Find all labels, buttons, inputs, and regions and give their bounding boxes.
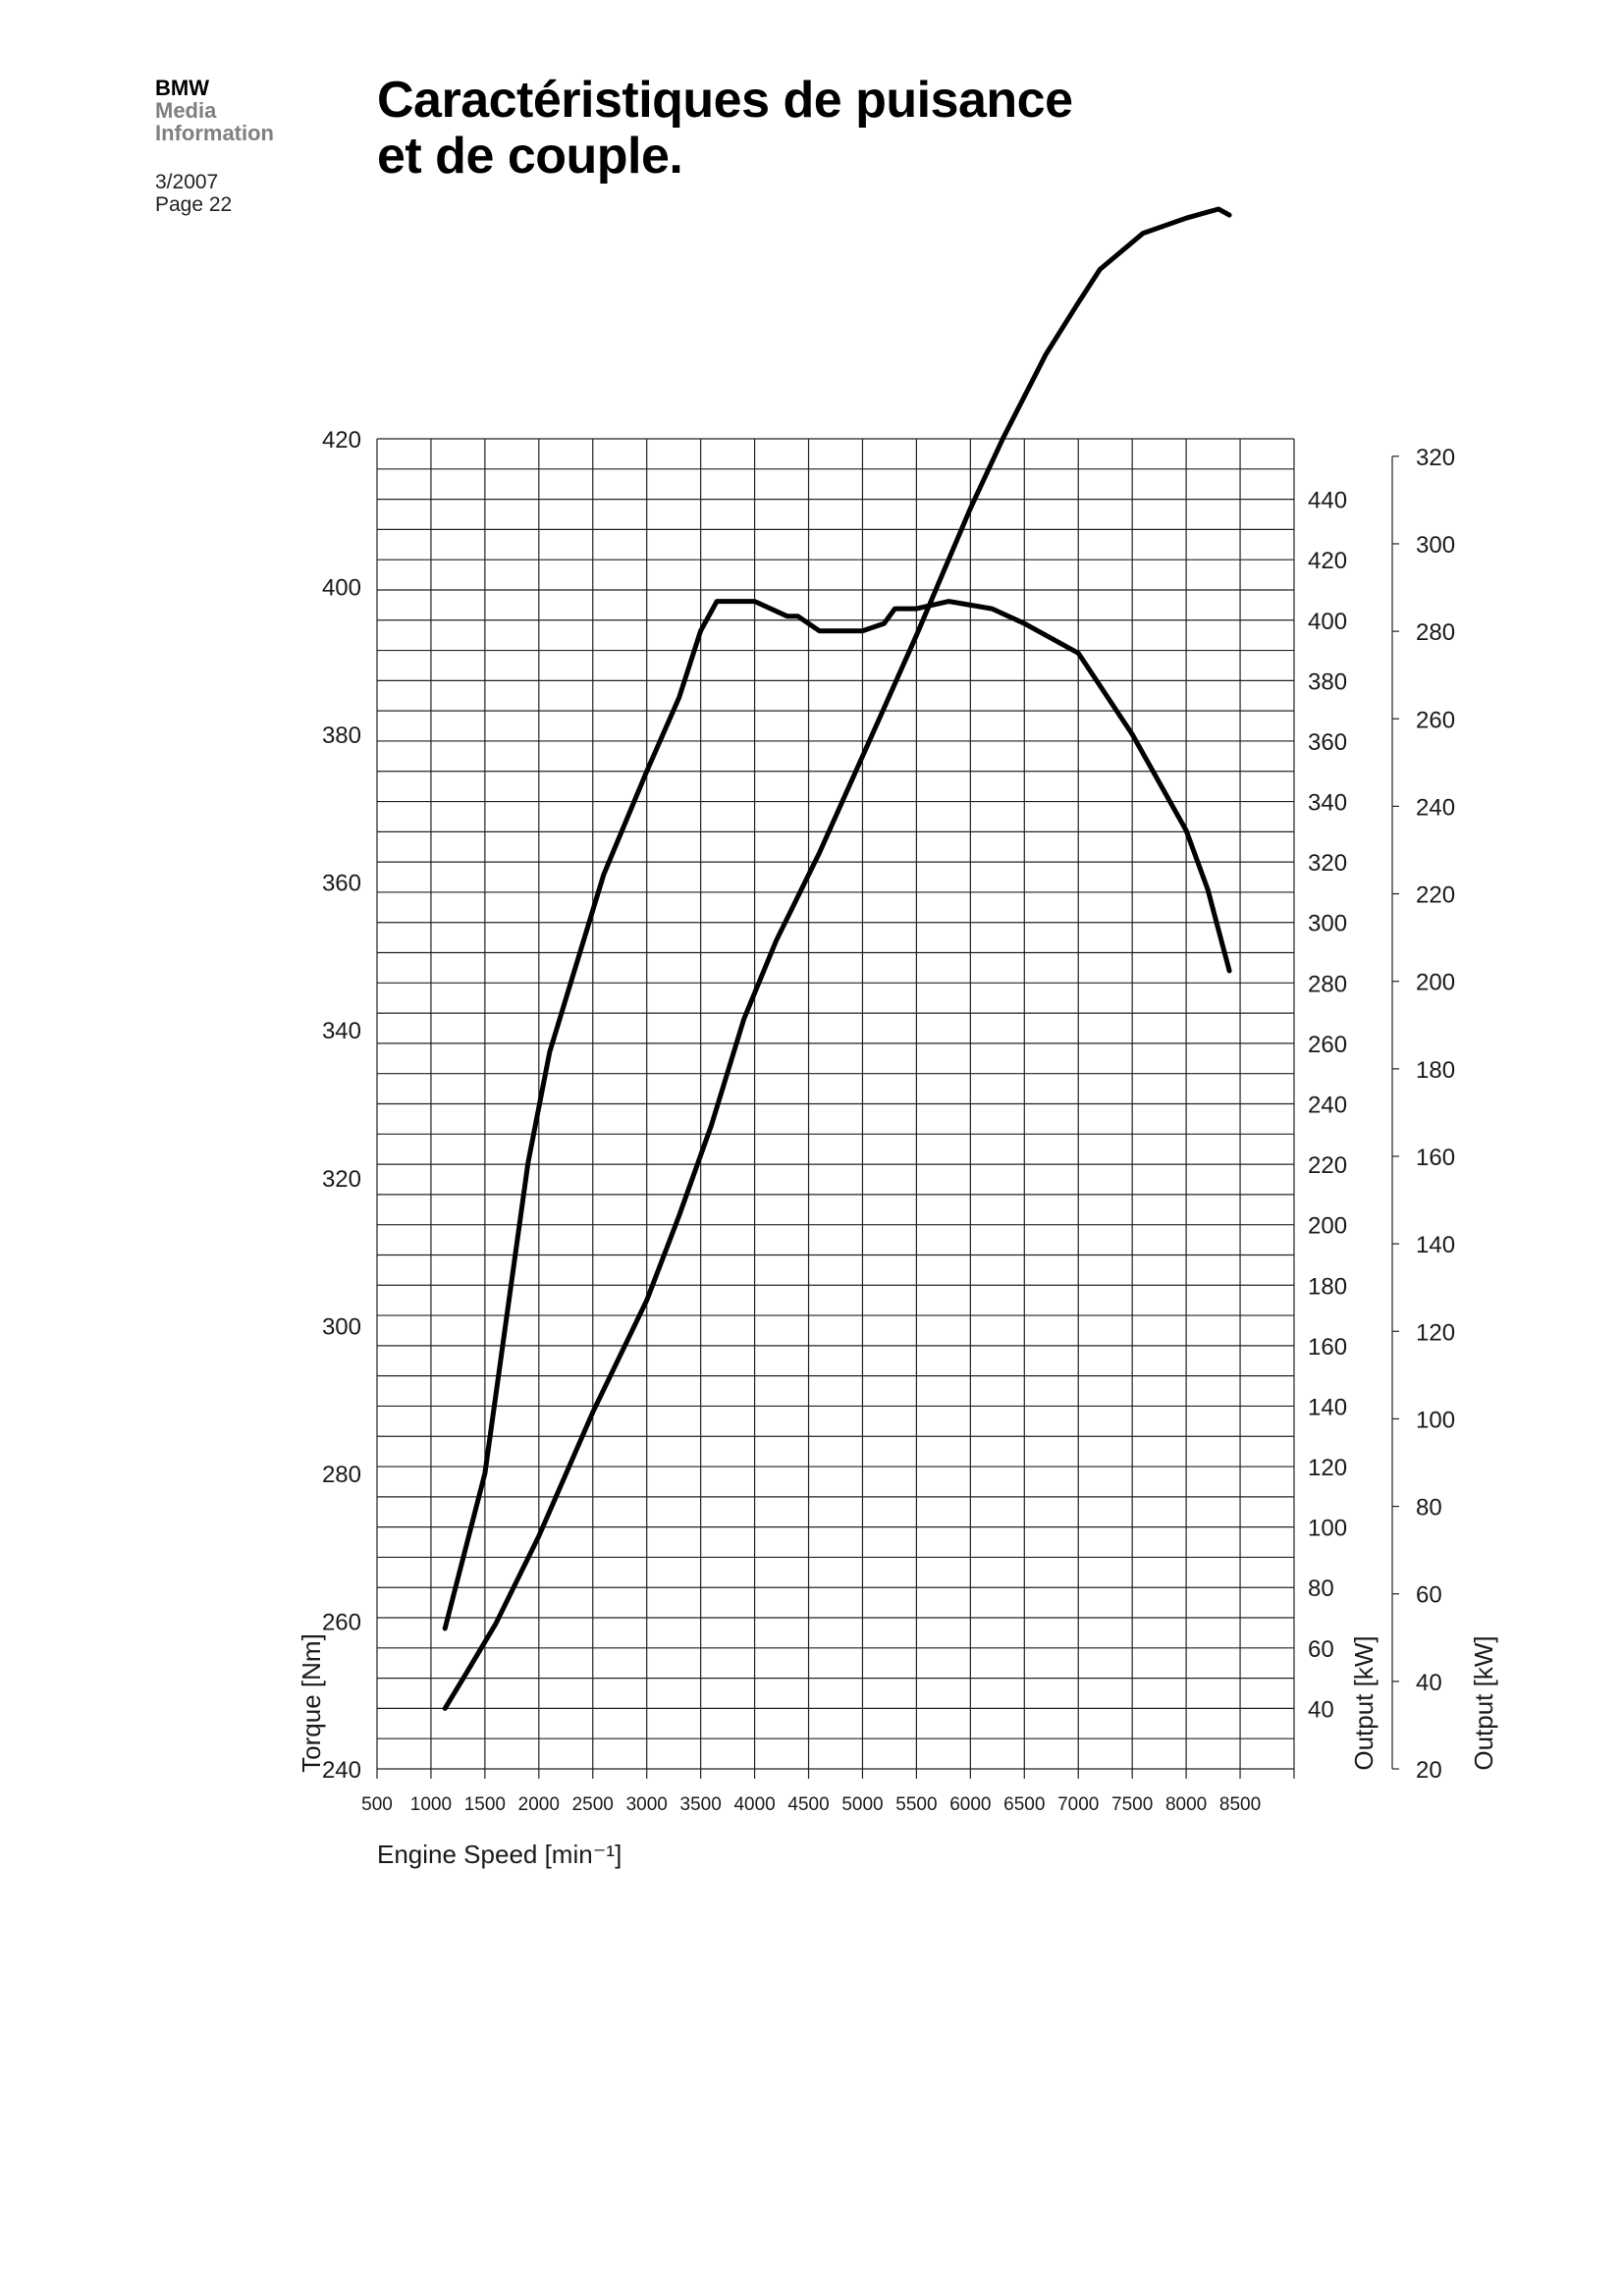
output-far-tick-label: 140 [1416,1232,1455,1258]
x-tick-label: 6000 [949,1794,991,1815]
output-right-tick-label: 240 [1308,1093,1347,1119]
output-right-tick-label: 160 [1308,1334,1347,1361]
torque-axis-label: Torque [Nm] [297,1633,326,1773]
x-tick-label: 500 [361,1794,393,1815]
output-far-tick-label: 320 [1416,445,1455,471]
output-right-tick-label: 340 [1308,790,1347,817]
output-right-tick-label: 440 [1308,488,1347,514]
torque-tick-label: 380 [322,722,361,749]
output-right-tick-label: 420 [1308,548,1347,574]
output-right-tick-label: 180 [1308,1273,1347,1300]
torque-tick-label: 240 [322,1757,361,1784]
output-far-tick-label: 20 [1416,1757,1442,1784]
x-tick-label: 5500 [895,1794,937,1815]
output-far-tick-label: 40 [1416,1670,1442,1696]
output-right-axis-label: Output [kW] [1349,1635,1379,1770]
torque-tick-label: 260 [322,1609,361,1635]
brand-name: BMW [155,76,209,100]
output-far-tick-label: 80 [1416,1495,1442,1522]
x-tick-label: 8000 [1165,1794,1207,1815]
x-tick-label: 7500 [1111,1794,1153,1815]
torque-tick-label: 320 [322,1166,361,1193]
output-right-tick-label: 360 [1308,729,1347,756]
output-right-tick-label: 60 [1308,1636,1334,1663]
x-axis-label: Engine Speed [min⁻¹] [377,1840,622,1869]
torque-tick-label: 340 [322,1018,361,1044]
output-right-tick-label: 200 [1308,1213,1347,1240]
output-right-tick-label: 260 [1308,1032,1347,1058]
x-tick-label: 1500 [464,1794,506,1815]
output-far-tick-label: 60 [1416,1582,1442,1609]
chart-series [442,206,1232,1711]
page-title-line-2: et de couple. [377,128,683,186]
output-far-tick-label: 240 [1416,794,1455,821]
output-right-tick-label: 40 [1308,1696,1334,1723]
x-tick-label: 2500 [572,1794,614,1815]
output-right-tick-label: 80 [1308,1575,1334,1602]
x-tick-label: 5000 [841,1794,883,1815]
page-title: Caractéristiques de puisance et de coupl… [377,72,1073,186]
output-right-tick-label: 300 [1308,911,1347,937]
output-curve [442,206,1232,1711]
x-tick-label: 7000 [1057,1794,1099,1815]
issue-date: 3/2007 [155,171,219,193]
output-right-tick-label: 220 [1308,1152,1347,1179]
output-right-tick-label: 400 [1308,609,1347,635]
torque-tick-label: 300 [322,1313,361,1340]
output-far-tick-label: 100 [1416,1407,1455,1433]
x-tick-label: 3500 [680,1794,722,1815]
brand-media: Media [155,98,217,124]
output-far-tick-label: 300 [1416,532,1455,559]
output-far-tick-label: 220 [1416,882,1455,909]
issue-meta: 3/2007 Page 22 [155,171,232,216]
torque-tick-label: 420 [322,427,361,454]
x-tick-label: 4000 [733,1794,775,1815]
masthead: BMW Media Information [155,77,293,144]
chart-grid [376,438,1399,1779]
torque-tick-label: 400 [322,575,361,602]
page-number: Page 22 [155,193,233,217]
brand-information: Information [155,121,274,146]
output-right-tick-label: 280 [1308,971,1347,997]
chart-tick-labels: 240 260 280 300 320 340 360 380 400 420 40 60 80 100 1… [322,427,1455,1815]
output-far-tick-label: 260 [1416,707,1455,733]
chart-axis-labels: Engine Speed [min⁻¹] Torque [Nm] Output [k… [297,1633,1498,1869]
output-far-tick-label: 160 [1416,1145,1455,1171]
x-tick-label: 4500 [787,1794,829,1815]
output-right-tick-label: 120 [1308,1455,1347,1481]
output-far-tick-label: 280 [1416,619,1455,646]
x-tick-label: 6500 [1003,1794,1045,1815]
output-far-axis-label: Output [kW] [1469,1635,1498,1770]
torque-tick-label: 280 [322,1462,361,1488]
output-right-tick-label: 140 [1308,1394,1347,1420]
torque-tick-label: 360 [322,871,361,897]
output-right-tick-label: 320 [1308,850,1347,877]
torque-curve [442,599,1232,1631]
output-far-tick-label: 180 [1416,1057,1455,1084]
x-tick-label: 8500 [1219,1794,1261,1815]
output-right-tick-label: 100 [1308,1516,1347,1542]
output-right-tick-label: 380 [1308,668,1347,695]
x-tick-label: 1000 [410,1794,452,1815]
x-tick-label: 3000 [626,1794,668,1815]
x-tick-label: 2000 [518,1794,560,1815]
output-far-tick-label: 200 [1416,970,1455,996]
output-far-tick-label: 120 [1416,1319,1455,1346]
page-title-line-1: Caractéristiques de puisance [377,72,1073,129]
